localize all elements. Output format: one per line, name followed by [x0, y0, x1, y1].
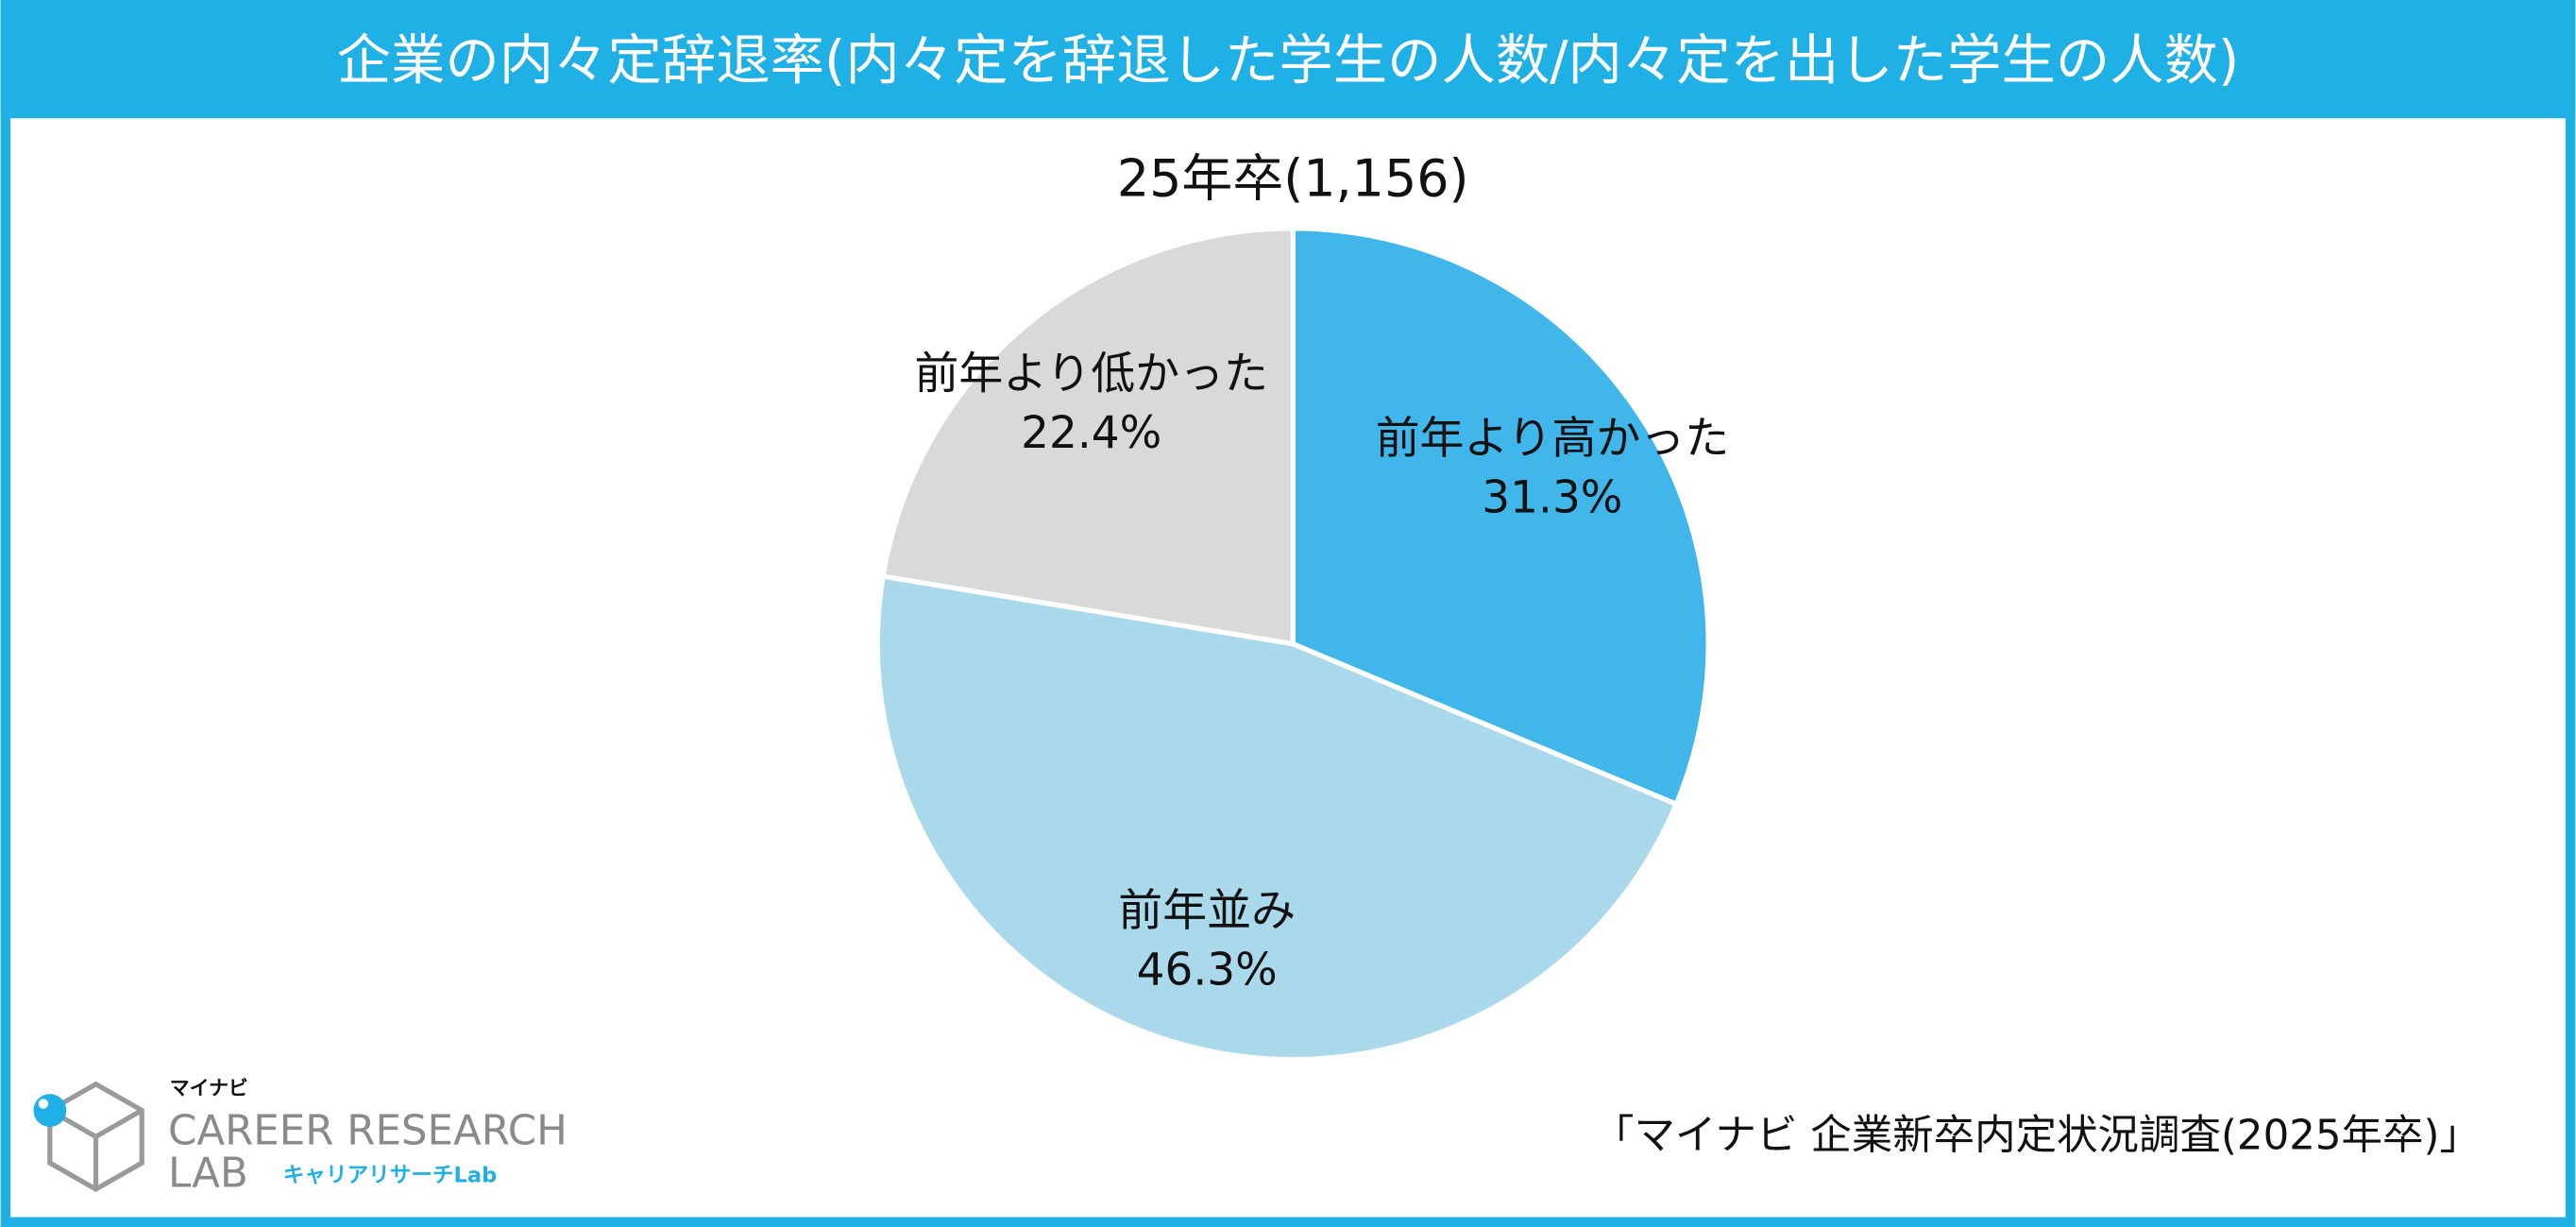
value-label: 22.4% — [1021, 407, 1161, 459]
logo-tagline: キャリアリサーチLab — [283, 1164, 498, 1188]
source-note: 「マイナビ 企業新卒内定状況調査(2025年卒)」 — [1593, 1113, 2481, 1160]
logo-dot — [38, 1099, 49, 1109]
value-label: 31.3% — [1482, 472, 1622, 524]
pie-slice — [874, 573, 1680, 1063]
logo-text: CAREER RESEARCH — [168, 1107, 568, 1154]
pie-slice — [1290, 226, 1711, 808]
slice-label: 前年より低かった — [914, 348, 1268, 400]
logo-text: LAB — [168, 1150, 248, 1198]
pie-slice — [880, 226, 1296, 647]
value-label: 46.3% — [1137, 945, 1278, 997]
slice-label: 前年より高かった — [1376, 413, 1730, 465]
header-bar — [0, 0, 2576, 119]
pie: 前年より高かった 31.3% 前年並み 46.3% 前年より低かった 22.4% — [874, 226, 1730, 1063]
logo-dot — [33, 1094, 67, 1127]
logo: マイナビ CAREER RESEARCH LAB キャリアリサーチLab — [33, 1077, 568, 1198]
slice-label: 前年並み — [1118, 885, 1296, 937]
chart-subtitle: 25年卒(1,156) — [1117, 149, 1469, 209]
logo-brand: マイナビ — [170, 1077, 248, 1099]
chart-title: 企業の内々定辞退率(内々定を辞退した学生の人数/内々定を出した学生の人数) — [337, 28, 2240, 92]
